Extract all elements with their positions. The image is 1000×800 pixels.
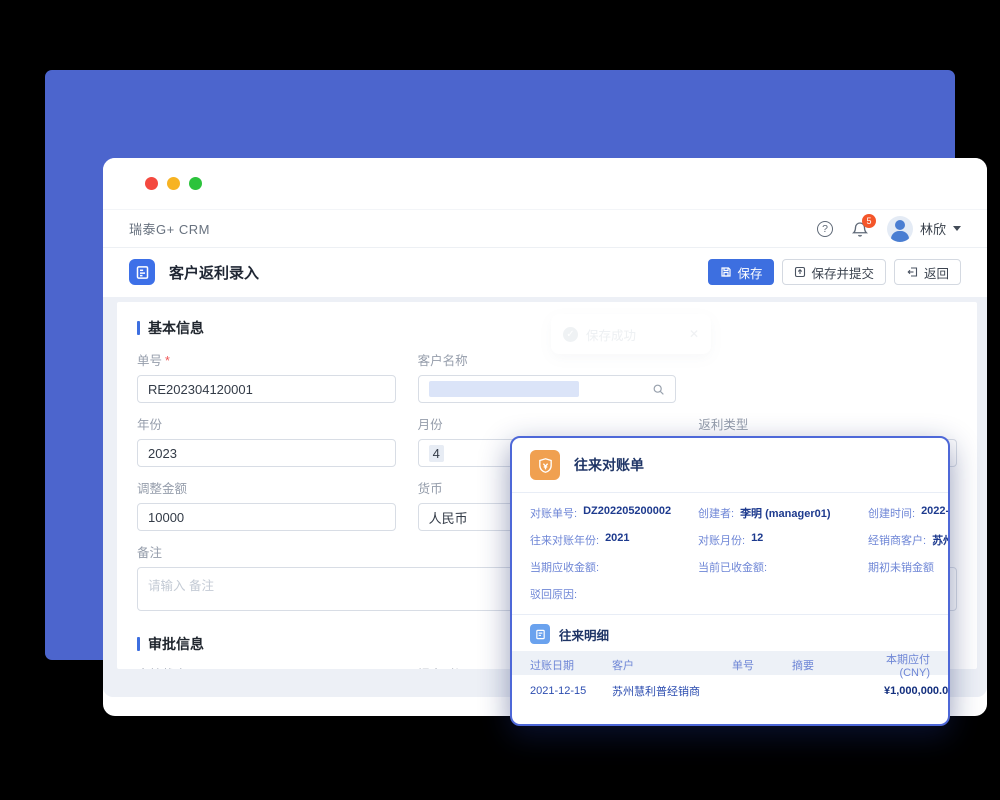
statement-field: 创建时间:2022-05-20	[868, 505, 948, 520]
back-icon	[907, 267, 918, 277]
notifications-button[interactable]: 5	[851, 213, 876, 238]
toast-save-success: ✓ 保存成功 ✕	[551, 314, 711, 354]
save-and-submit-button[interactable]: 保存并提交	[782, 259, 886, 285]
year-input[interactable]	[137, 439, 396, 467]
toast-message: 保存成功	[586, 328, 637, 343]
field-year: 年份	[137, 414, 396, 467]
navbar-right: ? 5 林欣	[816, 213, 961, 242]
brand-logo: 瑞泰G+ CRM	[129, 222, 210, 237]
customer-name-input[interactable]	[417, 375, 677, 403]
statement-card: 往来对账单 对账单号: DZ202205200002 创建者: 李明 (manage…	[510, 436, 950, 726]
required-mark: *	[165, 354, 170, 368]
header-buttons: 保存 保存并提交 返回	[708, 259, 961, 285]
success-check-icon: ✓	[563, 326, 578, 342]
user-menu[interactable]: 林欣	[886, 215, 961, 242]
notification-badge: 5	[861, 213, 876, 228]
back-button[interactable]: 返回	[893, 259, 961, 285]
detail-list-icon	[530, 624, 550, 644]
navbar: 瑞泰G+ CRM ? 5 林欣	[103, 210, 987, 248]
statement-field: 对账单号: DZ202205200002	[530, 505, 672, 520]
field-adjust-amount: 调整金额	[137, 478, 396, 531]
close-window-icon[interactable]	[145, 177, 158, 190]
avatar	[886, 215, 913, 242]
statement-field: 驳回原因:	[530, 589, 578, 601]
section-basic-info: 基本信息	[117, 302, 977, 344]
statement-field: 经销商客户:苏州慧利普经销商	[868, 535, 948, 547]
adjust-amount-input[interactable]	[137, 503, 396, 531]
field-customer-name: 客户名称	[417, 350, 677, 403]
detail-table-row[interactable]: 2021-12-15 苏州慧利普经销商 ¥1,000,000.00	[530, 685, 950, 698]
save-icon	[721, 267, 732, 277]
statement-card-title: 往来对账单	[574, 457, 644, 473]
approval-submit-time: 提交时间 --	[418, 664, 677, 669]
statement-field: 期初未销金额	[868, 562, 934, 574]
search-icon[interactable]	[652, 383, 665, 396]
statement-shield-icon	[530, 450, 560, 480]
field-order-no: 单号 *	[137, 350, 396, 403]
titlebar	[103, 158, 987, 210]
minimize-window-icon[interactable]	[167, 177, 180, 190]
detail-table-header: 过账日期 客户 单号 摘要 本期应付(CNY)	[512, 651, 948, 679]
approval-status: 审核状态 制单	[137, 664, 396, 669]
save-button[interactable]: 保存	[708, 259, 775, 285]
divider	[512, 614, 948, 615]
statement-field: 往来对账年份: 2021	[530, 532, 630, 547]
detail-section-header: 往来明细	[512, 615, 948, 651]
text-selection-highlight	[428, 381, 579, 397]
order-no-input[interactable]	[137, 375, 396, 403]
field-spacer	[698, 350, 957, 403]
submit-icon	[795, 266, 806, 278]
maximize-window-icon[interactable]	[189, 177, 202, 190]
statement-field: 创建者: 李明 (manager01)	[698, 508, 831, 520]
statement-fields: 对账单号: DZ202205200002 创建者: 李明 (manager01) 创…	[512, 493, 948, 614]
user-name: 林欣	[919, 222, 946, 237]
statement-field: 当前已收金额:	[698, 562, 768, 574]
page-header: 客户返利录入 保存 保存并提交	[103, 248, 987, 296]
approval-info-grid: 审核状态 制单 提交时间 -- 当前审批人 -- 当前审批步骤 --	[117, 660, 977, 669]
section-approval-info: 审批信息	[117, 616, 977, 660]
section-accent-bar	[137, 321, 140, 335]
statement-field: 当期应收金额:	[530, 562, 600, 574]
statement-card-header: 往来对账单	[512, 438, 948, 493]
statement-field: 对账月份: 12	[698, 532, 764, 547]
rebate-form-icon	[129, 259, 155, 285]
chevron-down-icon	[953, 226, 961, 231]
page-title: 客户返利录入	[169, 264, 260, 282]
toast-close-icon[interactable]: ✕	[688, 327, 699, 341]
bell-icon	[851, 221, 868, 237]
detail-section-title: 往来明细	[559, 628, 610, 643]
help-icon[interactable]: ?	[816, 220, 833, 237]
section-accent-bar	[137, 637, 140, 651]
